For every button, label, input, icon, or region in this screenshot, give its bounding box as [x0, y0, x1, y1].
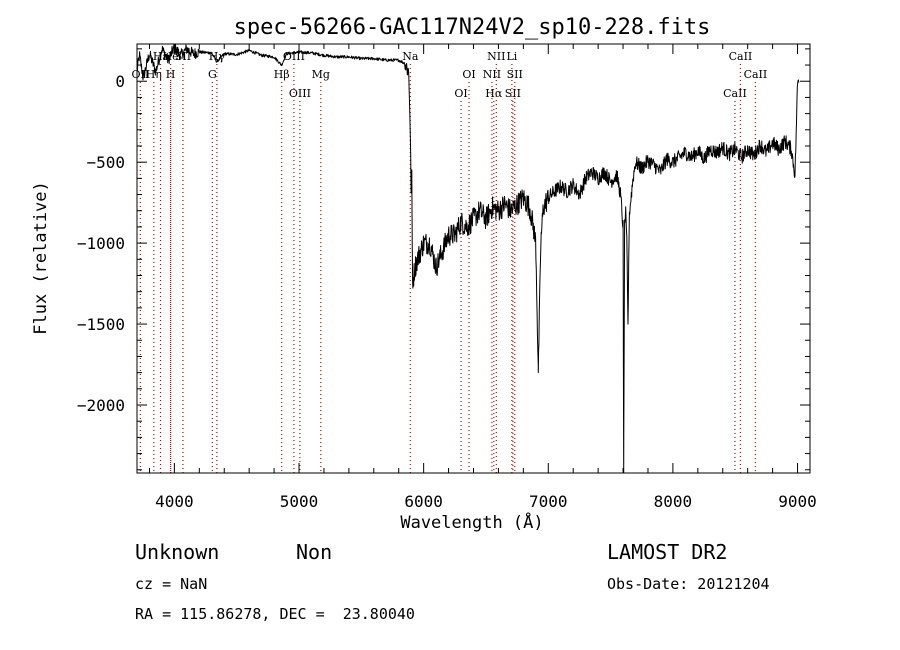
x-tick-label: 6000 — [404, 492, 443, 511]
line-label: Hα — [485, 87, 503, 100]
y-tick-label: −500 — [86, 153, 125, 172]
y-tick-label: −1000 — [77, 234, 125, 253]
obs-date-text: Obs-Date: 20121204 — [607, 575, 770, 593]
line-label: OI — [462, 68, 475, 81]
survey-text: LAMOST DR2 — [607, 540, 728, 564]
line-label: OI — [454, 87, 467, 100]
y-axis: 0 −500 −1000 −1500 −2000 — [77, 48, 810, 471]
y-tick-label: −1500 — [77, 315, 125, 334]
line-label: CaII — [723, 87, 747, 100]
y-tick-label: −2000 — [77, 396, 125, 415]
y-tick-label: 0 — [115, 72, 125, 91]
spectrum-series — [136, 43, 800, 474]
x-tick-label: 9000 — [778, 492, 817, 511]
line-label: SII — [505, 87, 521, 100]
line-label: H — [166, 68, 176, 81]
line-label: Na — [402, 50, 419, 63]
line-label: Hη — [146, 68, 162, 81]
x-axis: 4000 5000 6000 7000 8000 9000 — [148, 44, 817, 511]
line-label: SII — [507, 68, 523, 81]
x-tick-label: 5000 — [280, 492, 319, 511]
spectrum-line — [136, 43, 800, 474]
line-label: Hβ — [274, 68, 290, 81]
x-tick-label: 8000 — [654, 492, 693, 511]
line-label: NII — [483, 68, 501, 81]
plot-frame — [136, 43, 811, 474]
line-label: G — [208, 68, 217, 81]
line-label: CaII — [744, 68, 768, 81]
class-text: Unknown — [135, 540, 220, 564]
line-label: CaII — [729, 50, 753, 63]
line-label: Li — [506, 50, 517, 63]
x-axis-label: Wavelength (Å) — [400, 511, 543, 533]
cz-text: cz = NaN — [135, 575, 208, 593]
coords-text: RA = 115.86278, DEC = 23.80040 — [135, 605, 415, 623]
y-axis-label: Flux (relative) — [31, 181, 51, 335]
chart-title: spec-56266-GAC117N24V2_sp10-228.fits — [234, 15, 711, 40]
subclass-text: Non — [296, 540, 333, 564]
line-label: Hγ — [209, 50, 226, 63]
line-label: OIII — [289, 87, 311, 100]
line-label: NII — [487, 50, 505, 63]
line-label: Mg — [312, 68, 330, 81]
x-tick-label: 7000 — [529, 492, 568, 511]
x-tick-label: 4000 — [155, 492, 194, 511]
